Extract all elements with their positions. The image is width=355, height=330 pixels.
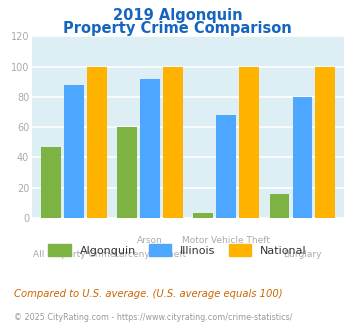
Text: 2019 Algonquin: 2019 Algonquin <box>113 8 242 23</box>
Bar <box>270 194 289 218</box>
Bar <box>140 79 160 218</box>
Bar <box>87 67 106 218</box>
Legend: Algonquin, Illinois, National: Algonquin, Illinois, National <box>44 240 311 260</box>
Text: Arson: Arson <box>137 236 163 245</box>
Bar <box>163 67 183 218</box>
Bar <box>293 97 312 218</box>
Text: Larceny & Theft: Larceny & Theft <box>114 250 186 259</box>
Text: Motor Vehicle Theft: Motor Vehicle Theft <box>182 236 270 245</box>
Bar <box>315 67 335 218</box>
Bar <box>239 67 259 218</box>
Text: Compared to U.S. average. (U.S. average equals 100): Compared to U.S. average. (U.S. average … <box>14 289 283 299</box>
Text: Burglary: Burglary <box>283 250 322 259</box>
Bar <box>193 213 213 218</box>
Text: Property Crime Comparison: Property Crime Comparison <box>63 21 292 36</box>
Bar <box>64 85 84 218</box>
Text: All Property Crime: All Property Crime <box>33 250 115 259</box>
Bar <box>117 127 137 218</box>
Bar <box>216 115 236 218</box>
Text: © 2025 CityRating.com - https://www.cityrating.com/crime-statistics/: © 2025 CityRating.com - https://www.city… <box>14 313 293 322</box>
Bar <box>41 147 61 218</box>
